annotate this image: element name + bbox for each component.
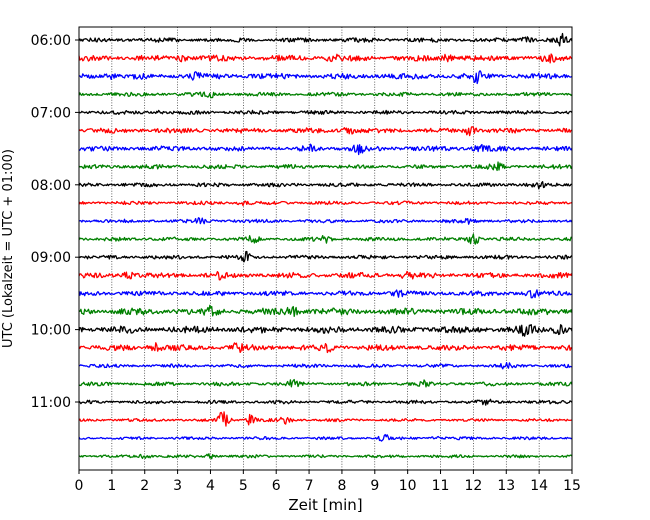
x-tick-label: 7 xyxy=(305,478,314,494)
y-tick-label: 11:00 xyxy=(31,395,71,411)
y-axis-ticks: 06:00 07:00 08:00 09:00 10:00 11:00 xyxy=(31,33,79,411)
x-tick-label: 1 xyxy=(107,478,116,494)
x-tick-label: 8 xyxy=(337,478,346,494)
vertical-grid xyxy=(111,27,540,470)
trace-line xyxy=(78,143,573,156)
trace-line xyxy=(78,324,573,337)
trace-line xyxy=(78,411,573,427)
x-tick-label: 0 xyxy=(75,478,84,494)
x-tick-label: 12 xyxy=(464,478,482,494)
trace-line xyxy=(78,32,573,47)
y-tick-label: 06:00 xyxy=(31,33,71,49)
plot-frame xyxy=(78,26,573,471)
trace-line xyxy=(78,70,573,85)
trace-line xyxy=(78,433,573,442)
x-tick-label: 13 xyxy=(497,478,515,494)
x-axis-ticks: 0 1 2 3 4 5 6 7 8 9 10 11 12 13 14 15 xyxy=(75,470,581,494)
x-tick-label: 5 xyxy=(239,478,248,494)
trace-line xyxy=(78,109,573,115)
trace-line xyxy=(78,342,573,354)
trace-line xyxy=(78,217,573,225)
y-tick-label: 09:00 xyxy=(31,250,71,266)
x-tick-label: 14 xyxy=(530,478,548,494)
trace-line xyxy=(78,378,573,388)
trace-line xyxy=(78,53,573,64)
trace-line xyxy=(78,91,573,99)
x-tick-label: 4 xyxy=(206,478,215,494)
trace-line xyxy=(78,180,573,190)
trace-lines xyxy=(78,32,573,460)
x-tick-label: 6 xyxy=(272,478,281,494)
trace-line xyxy=(78,233,573,245)
trace-line xyxy=(78,362,573,370)
y-tick-label: 10:00 xyxy=(31,323,71,339)
y-tick-label: 07:00 xyxy=(31,105,71,121)
x-tick-label: 11 xyxy=(432,478,450,494)
trace-line xyxy=(78,250,573,263)
y-axis-label: UTC (Lokalzeit = UTC + 01:00) xyxy=(1,149,16,348)
x-tick-label: 15 xyxy=(563,478,581,494)
trace-line xyxy=(78,304,573,318)
x-tick-label: 2 xyxy=(140,478,149,494)
y-tick-label: 08:00 xyxy=(31,178,71,194)
x-tick-label: 10 xyxy=(399,478,417,494)
trace-line xyxy=(78,398,573,406)
trace-line xyxy=(78,200,573,207)
trace-line xyxy=(78,270,573,281)
trace-line xyxy=(78,453,573,460)
x-tick-label: 9 xyxy=(370,478,379,494)
trace-line xyxy=(78,161,573,172)
trace-line xyxy=(78,126,573,137)
x-tick-label: 3 xyxy=(173,478,182,494)
trace-line xyxy=(78,289,573,299)
x-axis-label: Zeit [min] xyxy=(288,496,362,514)
